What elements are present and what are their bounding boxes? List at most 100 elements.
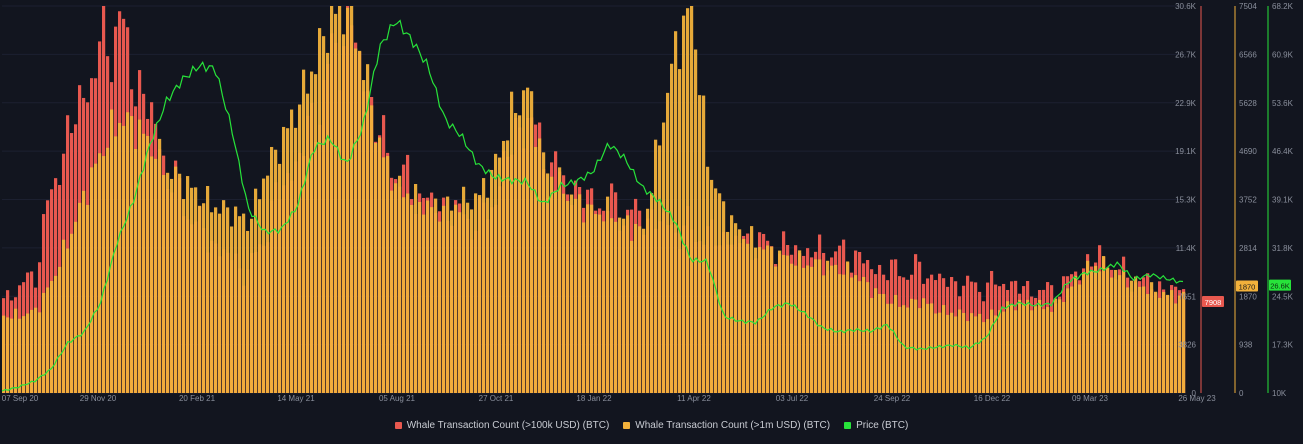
bar-1m [954,316,958,393]
bar-1m [1042,309,1046,393]
bar-1m [558,167,562,393]
bar-1m [178,173,182,393]
bar-1m [158,138,162,393]
bar-1m [1126,287,1130,393]
x-tick: 07 Sep 20 [2,394,39,403]
badge-100k-bg [1202,295,1224,307]
bar-1m [446,196,450,393]
bar-1m [546,173,550,393]
bar-1m [282,126,286,393]
bar-1m [1138,286,1142,393]
legend-item-100k[interactable]: Whale Transaction Count (>100k USD) (BTC… [394,420,609,431]
bar-1m [966,321,970,393]
bar-1m [650,193,654,393]
bar-1m [122,125,126,394]
bar-1m [342,34,346,393]
bar-1m [410,205,414,393]
y-tick-price: 68.2K [1272,2,1294,11]
axes [1200,6,1269,393]
bar-1m [98,153,102,393]
bar-1m [322,36,326,393]
bar-1m [142,133,146,393]
x-tick: 29 Nov 20 [80,394,117,403]
bar-1m [722,201,726,393]
bar-1m [522,90,526,394]
bar-1m [530,91,534,394]
y-tick-1m: 7504 [1239,2,1257,11]
bar-1m [94,163,98,393]
y-tick-100k: 15.3K [1175,196,1197,205]
bar-1m [1146,293,1150,393]
bar-1m [402,197,406,393]
bar-1m [162,175,166,393]
bar-1m [998,310,1002,393]
bar-1m [354,48,358,394]
y-tick-price: 46.4K [1272,147,1294,156]
bar-1m [850,277,854,393]
bar-1m [62,239,66,393]
bar-1m [822,275,826,393]
bar-1m [918,308,922,393]
bar-1m [942,305,946,393]
bar-1m [1118,275,1122,393]
bar-1m [886,303,890,393]
y-tick-1m: 0 [1239,389,1244,398]
bar-1m [922,298,926,393]
bar-1m [906,307,910,393]
bar-1m [1122,270,1126,393]
y-tick-price: 60.9K [1272,50,1294,59]
bar-1m [1098,271,1102,393]
bar-1m [1162,291,1166,393]
y-tick-1m: 1870 [1239,292,1257,301]
y-tick-1m: 4690 [1239,147,1257,156]
bar-1m [842,274,846,393]
y-tick-1m: 2814 [1239,244,1257,253]
bar-1m [1030,310,1034,393]
bar-1m [1050,311,1054,393]
bar-1m [1110,277,1114,393]
bar-1m [1026,299,1030,393]
bar-1m [602,221,606,393]
bar-1m [658,145,662,393]
x-tick: 16 Dec 22 [974,394,1011,403]
bar-1m [694,49,698,393]
bar-1m [66,248,70,393]
bar-1m [90,167,94,393]
bar-1m [398,175,402,393]
bar-1m [74,221,78,393]
bar-1m [490,169,494,393]
bar-1m [834,264,838,393]
bar-1m [866,282,870,393]
bar-1m [350,6,354,393]
bar-1m [1166,294,1170,393]
bar-1m [194,187,198,393]
x-tick: 18 Jan 22 [576,394,612,403]
badge-100k: 7908 [1205,298,1222,307]
bar-1m [606,196,610,393]
last-value-badges: 7908 1870 26.6K [1202,279,1291,307]
bar-1m [1038,299,1042,393]
bar-1m [946,314,950,393]
legend-item-1m[interactable]: Whale Transaction Count (>1m USD) (BTC) [623,420,830,431]
bar-1m [366,64,370,393]
bar-1m [406,193,410,393]
bar-1m [266,175,270,393]
bar-1m [598,214,602,393]
bar-1m [10,318,14,393]
bar-1m [634,223,638,393]
bar-1m [478,195,482,393]
y-tick-1m: 938 [1239,341,1253,350]
bar-1m [618,217,622,393]
bar-1m [938,312,942,393]
bar-1m [1014,310,1018,393]
bar-1m [2,315,6,393]
bar-1m [326,52,330,393]
bar-1m [506,140,510,393]
legend-item-price[interactable]: Price (BTC) [844,420,908,431]
bar-1m [202,203,206,393]
y-tick-100k: 22.9K [1175,99,1197,108]
bar-1m [810,266,814,393]
bar-1m [150,156,154,393]
bar-1m [1018,299,1022,393]
